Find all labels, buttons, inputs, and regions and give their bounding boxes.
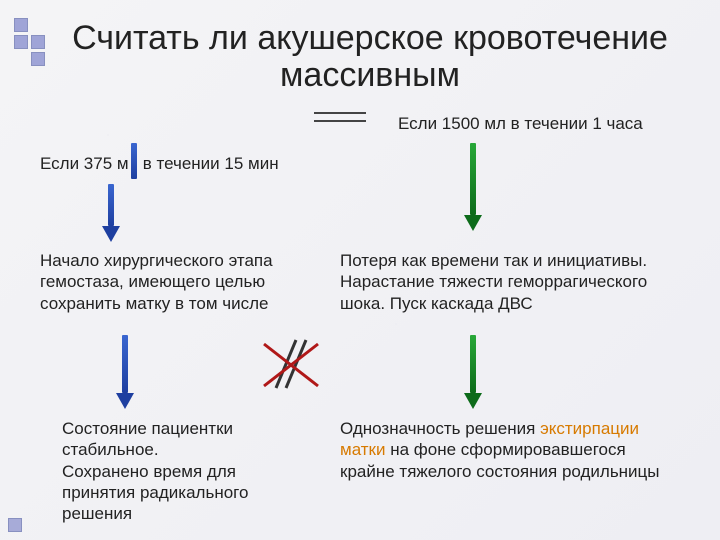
arrow-blue-1 [108, 184, 114, 226]
condition-left-posttext: в течении 15 мин [129, 154, 279, 173]
right-bottom-post: на фоне сформировавшегося крайне тяжелог… [340, 440, 660, 480]
slide-title: Считать ли акушерское кровотечение масси… [60, 20, 680, 95]
arrowhead-blue-1 [102, 226, 120, 242]
arrow-green-2 [470, 335, 476, 393]
corner-decor [14, 18, 62, 66]
right-bottom-pre: Однозначность решения [340, 419, 540, 438]
arrowhead-green-2 [464, 393, 482, 409]
condition-left: Если 375 м в течении 15 мин [40, 153, 340, 174]
arrowhead-blue-2 [116, 393, 134, 409]
title-underline-bottom [314, 120, 366, 122]
left-bottom-block: Состояние пациентки стабильное. Сохранен… [62, 418, 292, 524]
right-mid-block: Потеря как времени так и инициативы. Нар… [340, 250, 680, 314]
condition-right: Если 1500 мл в течении 1 часа [398, 113, 698, 134]
arrow-blue-2 [122, 335, 128, 393]
crossed-slash-icon [256, 330, 326, 400]
left-mid-block: Начало хирургического этапа гемостаза, и… [40, 250, 300, 314]
corner-bullet-icon [8, 518, 22, 532]
arrow-blue-top [131, 143, 137, 179]
arrowhead-green-top [464, 215, 482, 231]
arrow-green-top [470, 143, 476, 215]
right-bottom-block: Однозначность решения экстирпации матки … [340, 418, 680, 482]
title-underline-top [314, 112, 366, 114]
condition-left-pretext: Если 375 м [40, 154, 129, 173]
